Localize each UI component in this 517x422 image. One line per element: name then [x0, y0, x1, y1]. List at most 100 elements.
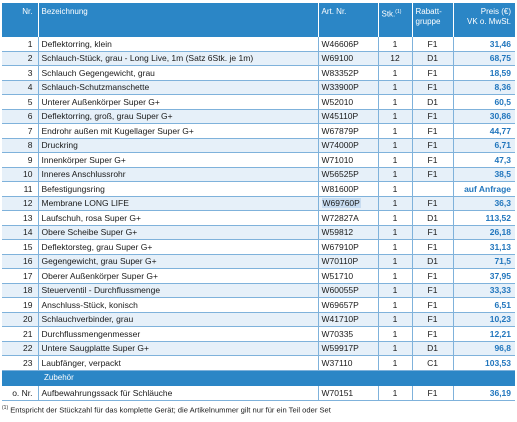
row-quantity: 1 — [378, 312, 413, 327]
row-discount-group: F1 — [412, 268, 454, 284]
footnote: (1) Entspricht der Stückzahl für das kom… — [2, 405, 515, 415]
accessory-description: Aufbewahrungssack für Schläuche — [38, 386, 319, 401]
table-row: 19 Anschluss-Stück, konisch W69657P 1 F1 6,51 — [2, 297, 515, 313]
row-description: Laubfänger, verpackt — [38, 355, 319, 371]
row-quantity: 1 — [378, 196, 413, 211]
highlighted-article-number: W69760P — [321, 198, 361, 209]
row-discount-group: F1 — [412, 80, 454, 95]
row-price: 71,5 — [453, 254, 515, 269]
row-discount-group: F1 — [412, 123, 454, 139]
row-nr: 16 — [2, 254, 39, 269]
row-article-number: W59812 — [318, 225, 379, 240]
header-nr: Nr. — [2, 3, 39, 37]
row-quantity: 1 — [378, 254, 413, 269]
row-quantity: 1 — [378, 326, 413, 342]
table-row: 9 Innenkörper Super G+ W71010 1 F1 47,3 — [2, 152, 515, 168]
footnote-text: Entspricht der Stückzahl für das komplet… — [8, 405, 331, 415]
row-price: 96,8 — [453, 341, 515, 356]
row-description: Befestigungsring — [38, 181, 319, 197]
row-price: 60,5 — [453, 94, 515, 110]
header-description: Bezeichnung — [38, 3, 319, 37]
row-discount-group: F1 — [412, 283, 454, 298]
row-nr: 9 — [2, 152, 39, 168]
row-description: Schlauch Gegengewicht, grau — [38, 65, 319, 81]
row-nr: 19 — [2, 297, 39, 313]
row-discount-group: D1 — [412, 341, 454, 356]
row-price: 38,5 — [453, 167, 515, 182]
row-description: Schlauchverbinder, grau — [38, 312, 319, 327]
row-description: Anschluss-Stück, konisch — [38, 297, 319, 313]
row-description: Obere Scheibe Super G+ — [38, 225, 319, 240]
row-quantity: 1 — [378, 65, 413, 81]
row-article-number: W33900P — [318, 80, 379, 95]
row-nr: 1 — [2, 37, 39, 52]
row-nr: 13 — [2, 210, 39, 226]
row-article-number: W69760P — [318, 196, 379, 211]
accessories-table: Zubehör o. Nr. Aufbewahrungssack für Sch… — [2, 371, 516, 401]
row-discount-group: F1 — [412, 37, 454, 52]
row-description: Membrane LONG LIFE — [38, 196, 319, 211]
row-discount-group: F1 — [412, 109, 454, 124]
row-article-number: W70110P — [318, 254, 379, 269]
row-discount-group: F1 — [412, 196, 454, 211]
row-nr: 20 — [2, 312, 39, 327]
row-price: 44,77 — [453, 123, 515, 139]
header-discount-group-line2: gruppe — [415, 17, 441, 26]
row-description: Schlauch-Schutzmanschette — [38, 80, 319, 95]
row-article-number: W56525P — [318, 167, 379, 182]
row-nr: 23 — [2, 355, 39, 371]
row-price: auf Anfrage — [453, 181, 515, 197]
row-description: Endrohr außen mit Kugellager Super G+ — [38, 123, 319, 139]
row-description: Schlauch-Stück, grau - Long Live, 1m (Sa… — [38, 51, 319, 66]
row-discount-group: F1 — [412, 152, 454, 168]
row-price: 33,33 — [453, 283, 515, 298]
row-nr: 3 — [2, 65, 39, 81]
row-quantity: 1 — [378, 123, 413, 139]
row-quantity: 1 — [378, 138, 413, 153]
row-nr: 5 — [2, 94, 39, 110]
header-quantity-label: Stk. — [381, 9, 396, 19]
header-price-line1: Preis (€) — [480, 7, 511, 16]
table-row: 7 Endrohr außen mit Kugellager Super G+ W6… — [2, 123, 515, 139]
row-nr: 15 — [2, 239, 39, 255]
row-description: Untere Saugplatte Super G+ — [38, 341, 319, 356]
table-row: 20 Schlauchverbinder, grau W41710P 1 F1 10,23 — [2, 312, 515, 327]
table-row: 22 Untere Saugplatte Super G+ W59917P 1 D1 96… — [2, 341, 515, 356]
row-quantity: 1 — [378, 37, 413, 52]
header-price-line2: VK o. MwSt. — [466, 17, 511, 26]
row-nr: 22 — [2, 341, 39, 356]
row-quantity: 1 — [378, 297, 413, 313]
row-price: 30,86 — [453, 109, 515, 124]
table-row: 10 Inneres Anschlussrohr W56525P 1 F1 38,5 — [2, 167, 515, 182]
row-article-number: W67910P — [318, 239, 379, 255]
row-description: Inneres Anschlussrohr — [38, 167, 319, 182]
row-description: Gegengewicht, grau Super G+ — [38, 254, 319, 269]
accessory-article-number: W70151 — [318, 386, 379, 401]
row-discount-group: D1 — [412, 254, 454, 269]
header-quantity-footnote-marker: (1) — [395, 9, 402, 15]
table-row: 13 Laufschuh, rosa Super G+ W72827A 1 D1 113,… — [2, 210, 515, 226]
row-nr: 17 — [2, 268, 39, 284]
table-row: 21 Durchflussmengenmesser W70335 1 F1 12,21 — [2, 326, 515, 342]
row-article-number: W52010 — [318, 94, 379, 110]
row-discount-group: F1 — [412, 326, 454, 342]
header-discount-group: Rabatt-gruppe — [412, 3, 454, 37]
row-article-number: W51710 — [318, 268, 379, 284]
row-discount-group: F1 — [412, 297, 454, 313]
row-nr: 4 — [2, 80, 39, 95]
row-description: Steuerventil - Durchflussmenge — [38, 283, 319, 298]
row-article-number: W71010 — [318, 152, 379, 168]
row-nr: 2 — [2, 51, 39, 66]
table-row: 14 Obere Scheibe Super G+ W59812 1 F1 26,18 — [2, 225, 515, 240]
header-quantity: Stk.(1) — [378, 3, 413, 37]
row-article-number: W70335 — [318, 326, 379, 342]
accessory-quantity: 1 — [378, 386, 413, 401]
table-row: 4 Schlauch-Schutzmanschette W33900P 1 F1 8,36 — [2, 80, 515, 95]
row-article-number: W74000P — [318, 138, 379, 153]
row-price: 68,75 — [453, 51, 515, 66]
row-article-number: W41710P — [318, 312, 379, 327]
parts-table: Nr. Bezeichnung Art. Nr. Stk.(1) Rabatt-… — [2, 3, 515, 371]
row-quantity: 1 — [378, 283, 413, 298]
accessory-nr: o. Nr. — [2, 386, 39, 401]
